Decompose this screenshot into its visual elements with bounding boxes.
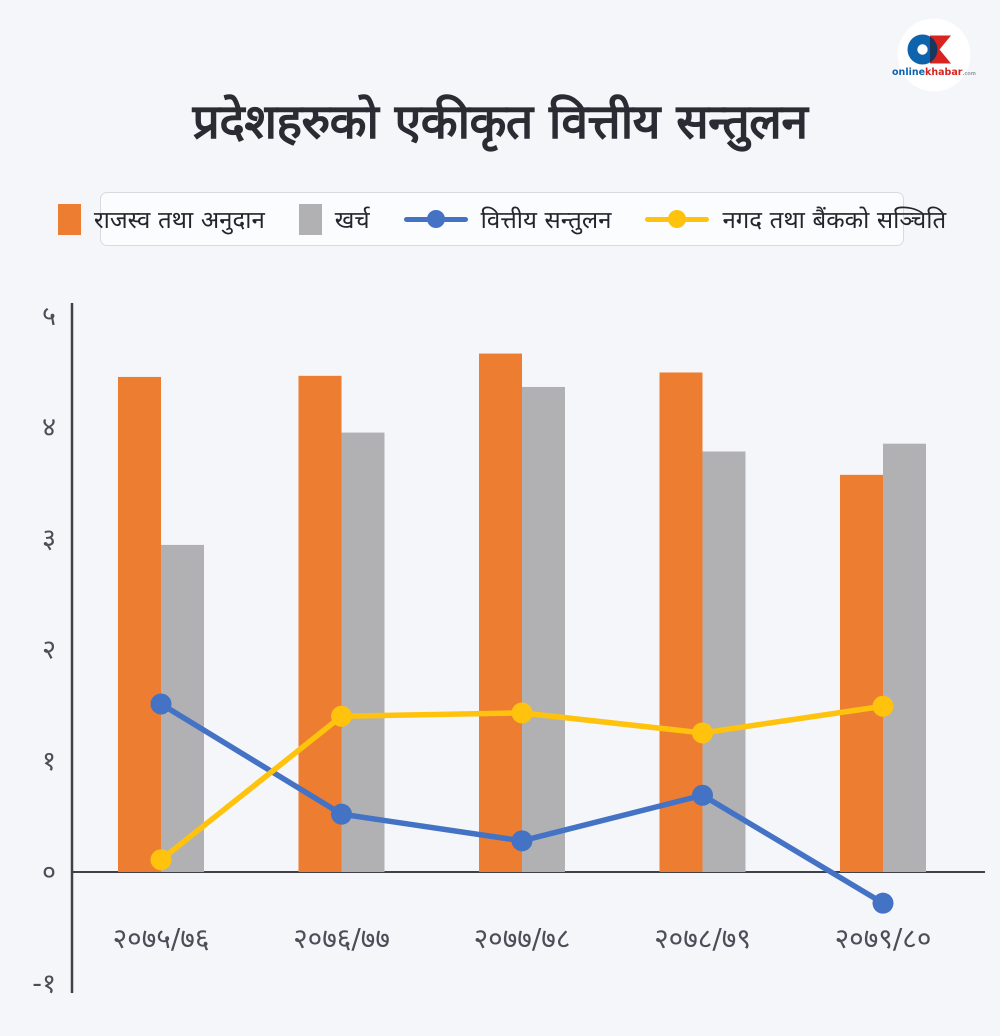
onlinekhabar-logo: onlinekhabar.com (892, 18, 976, 92)
y-axis-label: १ (42, 746, 56, 777)
ok-mark-icon (907, 34, 951, 65)
y-axis-label: ५ (42, 301, 56, 332)
revenue-bar (118, 376, 161, 872)
y-axis-label: २ (42, 635, 56, 666)
y-axis-label: ३ (42, 523, 56, 554)
reserves-point (511, 702, 533, 724)
legend-item-revenue: राजस्व तथा अनुदान (57, 203, 265, 236)
legend-label-balance: वित्तीय सन्तुलन (480, 205, 612, 234)
x-axis-label: २०७६/७७ (293, 922, 390, 955)
y-axis-label: ० (42, 857, 56, 888)
revenue-bar (298, 375, 342, 872)
expenditure-bar (341, 432, 385, 872)
legend-label-expenditure: खर्च (334, 205, 370, 234)
legend-item-balance: वित्तीय सन्तुलन (403, 203, 612, 236)
balance-point (692, 784, 713, 806)
reserves-point (150, 849, 172, 871)
legend: राजस्व तथा अनुदान खर्च वित्तीय सन्तुलन न… (57, 192, 946, 246)
reserves-line-marker-icon (645, 210, 710, 228)
revenue-swatch-icon (57, 203, 81, 235)
balance-line-marker-icon (403, 210, 468, 228)
reserves-point (331, 705, 352, 727)
revenue-bar (479, 353, 522, 872)
balance-point (150, 693, 172, 715)
y-axis-label: -१ (32, 968, 56, 999)
x-axis-label: २०७७/७८ (474, 922, 571, 955)
balance-point (872, 892, 894, 914)
balance-point (331, 803, 352, 825)
chart-title: प्रदेशहरुको एकीकृत वित्तीय सन्तुलन (192, 94, 808, 150)
reserves-point (872, 695, 894, 717)
x-axis-label: २०७९/८० (835, 922, 932, 955)
reserves-point (692, 722, 713, 744)
x-axis-label: २०७५/७६ (113, 922, 210, 955)
x-axis-label: २०७८/७९ (654, 922, 751, 955)
expenditure-bar (522, 386, 565, 872)
legend-label-reserves: नगद तथा बैंकको सञ्चिति (722, 205, 947, 234)
balance-point (511, 830, 533, 852)
legend-item-reserves: नगद तथा बैंकको सञ्चिति (645, 203, 946, 236)
y-axis-label: ४ (42, 412, 56, 443)
legend-item-expenditure: खर्च (298, 203, 370, 236)
expenditure-bar (883, 443, 926, 872)
expenditure-swatch-icon (298, 203, 322, 235)
revenue-bar (840, 474, 883, 872)
logo-wordmark: onlinekhabar.com (892, 67, 976, 78)
legend-label-revenue: राजस्व तथा अनुदान (93, 205, 265, 234)
